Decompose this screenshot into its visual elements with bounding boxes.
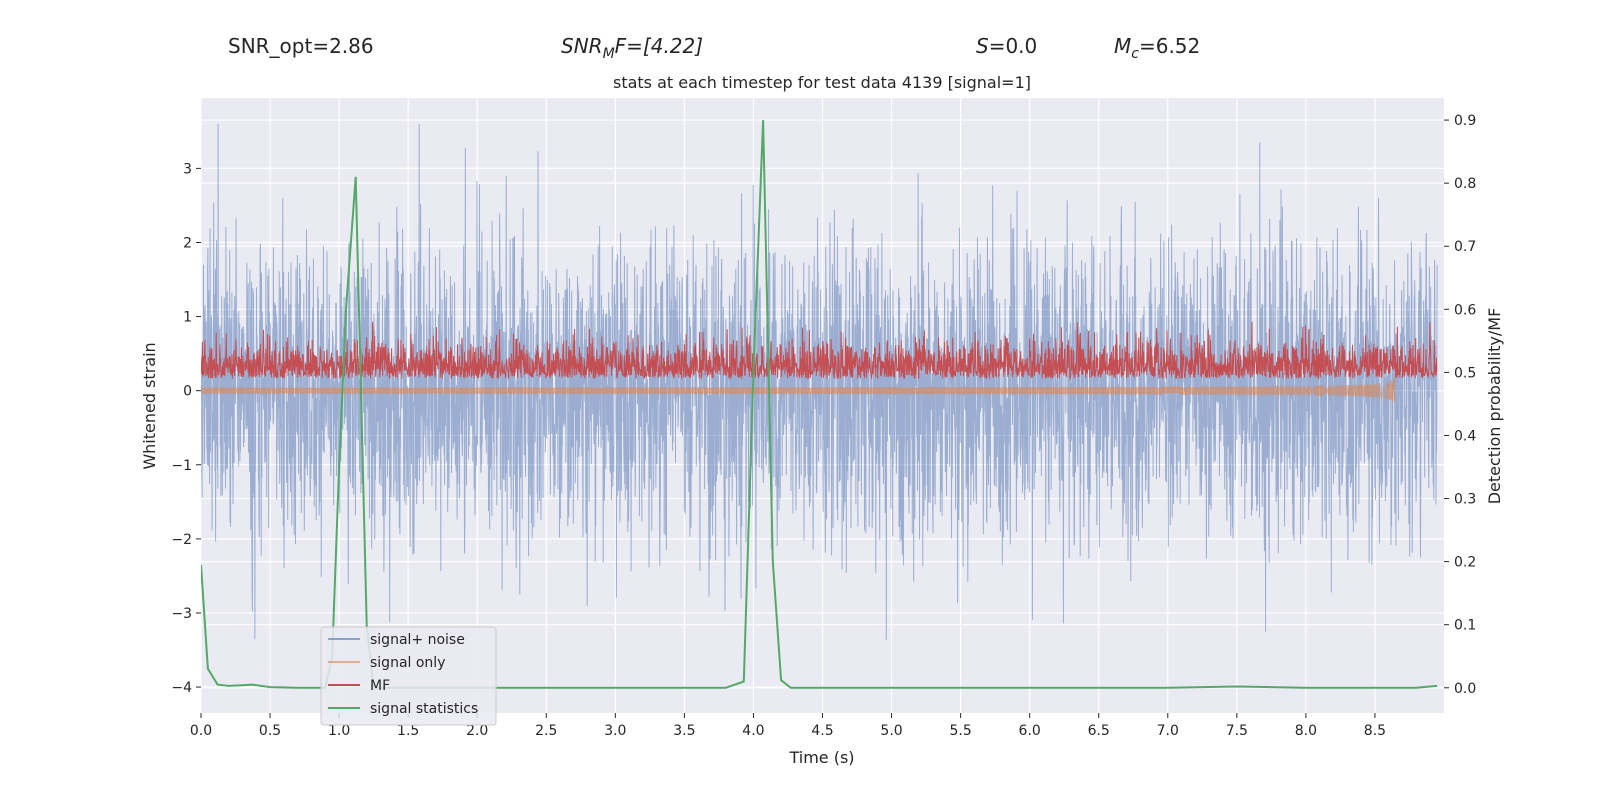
x-tick-label: 5.0: [880, 723, 902, 739]
legend-label-signal-only: signal only: [370, 655, 445, 671]
x-tick-label: 2.5: [535, 723, 557, 739]
x-tick-label: 1.5: [397, 723, 419, 739]
x-tick-label: 6.0: [1019, 723, 1041, 739]
y-right-tick-label: 0.3: [1454, 492, 1476, 508]
legend-label-signal-noise: signal+ noise: [370, 632, 465, 648]
x-tick-label: 7.5: [1226, 723, 1248, 739]
legend: signal+ noise signal only MF signal stat…: [320, 626, 497, 726]
snr-mf-subscript: M: [602, 46, 615, 62]
signal-noise-line: [201, 123, 1438, 640]
signal-only-line: [201, 377, 1396, 403]
snr-mf-symbol: SNR: [561, 34, 603, 58]
x-tick-label: 8.5: [1364, 723, 1386, 739]
x-tick-label: 6.5: [1088, 723, 1110, 739]
snr-mf-label: SNRMF=[4.22]: [561, 34, 703, 62]
x-tick-label: 3.0: [604, 723, 626, 739]
mc-label: Mc=6.52: [1114, 34, 1200, 62]
y-right-tick-label: 0.7: [1454, 239, 1476, 255]
snr-mf-value: F=[4.22]: [614, 34, 704, 58]
y-right-tick-label: 0.0: [1454, 681, 1476, 697]
y-tick-label: −3: [171, 606, 192, 622]
x-tick-label: 2.0: [466, 723, 488, 739]
x-axis-label: Time (s): [788, 748, 854, 767]
chart-title: stats at each timestep for test data 413…: [613, 73, 1031, 92]
y-right-tick-label: 0.8: [1454, 176, 1476, 192]
y-right-tick-label: 0.6: [1454, 302, 1476, 318]
x-tick-label: 0.5: [259, 723, 281, 739]
x-tick-label: 0.0: [190, 723, 212, 739]
y-right-tick-label: 0.1: [1454, 618, 1476, 634]
legend-label-mf: MF: [370, 678, 390, 694]
x-tick-label: 8.0: [1295, 723, 1317, 739]
y-tick-label: −4: [171, 680, 192, 696]
y-tick-label: 2: [183, 235, 192, 251]
y-tick-label: 3: [183, 161, 192, 177]
y-right-tick-label: 0.5: [1454, 365, 1476, 381]
s-label: S=0.0: [976, 34, 1037, 58]
legend-box: [320, 626, 497, 726]
y-right-tick-label: 0.9: [1454, 113, 1476, 129]
snr-opt-label: SNR_opt=2.86: [228, 34, 374, 58]
mc-symbol: M: [1114, 34, 1132, 58]
s-value: =0.0: [988, 34, 1038, 58]
y-tick-label: 1: [183, 310, 192, 326]
x-tick-label: 4.5: [811, 723, 833, 739]
mf-line: [201, 321, 1438, 381]
legend-label-signal-statistics: signal statistics: [370, 701, 478, 717]
snr-opt-text: SNR_opt=2.86: [228, 34, 374, 58]
y-tick-label: 0: [183, 384, 192, 400]
mc-value: =6.52: [1138, 34, 1201, 58]
x-tick-label: 7.0: [1157, 723, 1179, 739]
y-tick-label: −2: [171, 532, 192, 548]
y-tick-label: −1: [171, 458, 192, 474]
x-tick-label: 5.5: [949, 723, 971, 739]
x-tick-label: 1.0: [328, 723, 350, 739]
x-tick-label: 3.5: [673, 723, 695, 739]
mc-subscript: c: [1131, 46, 1139, 62]
x-tick-label: 4.0: [742, 723, 764, 739]
y-right-tick-label: 0.2: [1454, 555, 1476, 571]
s-symbol: S: [976, 34, 989, 58]
y-axis-right-label: Detection probability/MF: [1485, 308, 1504, 505]
axes: 0.0 0.5 1.0 1.5 2.0 2.5 3.0 3.5 4.0 4.5 5.0 5.5 6.0 6…: [171, 113, 1476, 739]
y-right-tick-label: 0.4: [1454, 428, 1476, 444]
y-axis-label: Whitened strain: [140, 342, 159, 469]
